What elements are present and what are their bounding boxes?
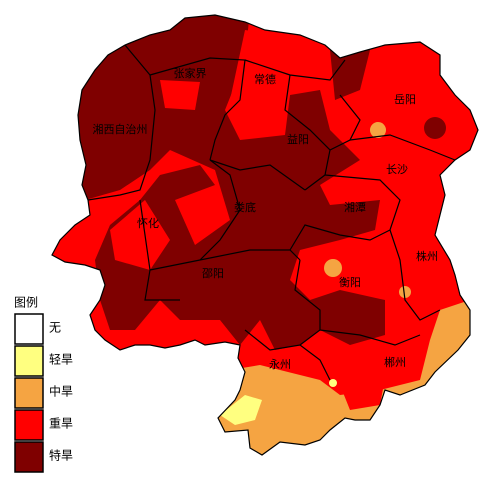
prefecture-borders: [87, 44, 456, 381]
region-light: [329, 379, 337, 387]
legend-label: 轻旱: [49, 353, 73, 367]
legend-swatch: [14, 345, 44, 377]
city-label: 衡阳: [339, 276, 361, 289]
city-label: 长沙: [386, 163, 408, 176]
region-moderate: [295, 378, 305, 388]
legend-swatch: [14, 409, 44, 441]
city-labels: 张家界 常德 岳阳 湘西自治州 益阳 长沙 怀化 娄底 湘潭 株州 邵阳 衡阳 …: [93, 66, 439, 371]
city-label: 湘潭: [344, 200, 366, 214]
legend-label: 特旱: [49, 448, 73, 463]
city-label: 邵阳: [202, 267, 224, 280]
city-label: 岳阳: [394, 93, 416, 106]
legend-label: 无: [49, 321, 61, 335]
region-extreme: [424, 117, 446, 139]
region-moderate: [370, 122, 386, 138]
legend-swatch: [14, 441, 44, 473]
region-moderate: [399, 286, 411, 298]
legend-label: 中旱: [49, 384, 73, 399]
city-label: 株州: [416, 249, 438, 263]
city-label: 张家界: [174, 66, 207, 80]
region-severe: [160, 80, 200, 110]
region-light: [220, 395, 262, 425]
city-label: 娄底: [234, 200, 256, 214]
region-moderate: [324, 259, 342, 277]
legend-title: 图例: [14, 296, 38, 310]
city-label: 郴州: [384, 355, 406, 369]
legend-label: 重旱: [49, 417, 73, 431]
region-severe: [340, 378, 385, 410]
legend-swatch: [14, 377, 44, 409]
city-label: 永州: [269, 357, 291, 371]
region-extreme: [330, 50, 370, 100]
region-severe: [110, 200, 170, 270]
city-label: 常德: [254, 72, 276, 86]
city-label: 怀化: [137, 216, 159, 230]
city-label: 益阳: [287, 132, 309, 146]
legend-swatch: [14, 313, 44, 345]
city-label: 湘西自治州: [93, 122, 148, 136]
region-severe: [230, 30, 320, 130]
